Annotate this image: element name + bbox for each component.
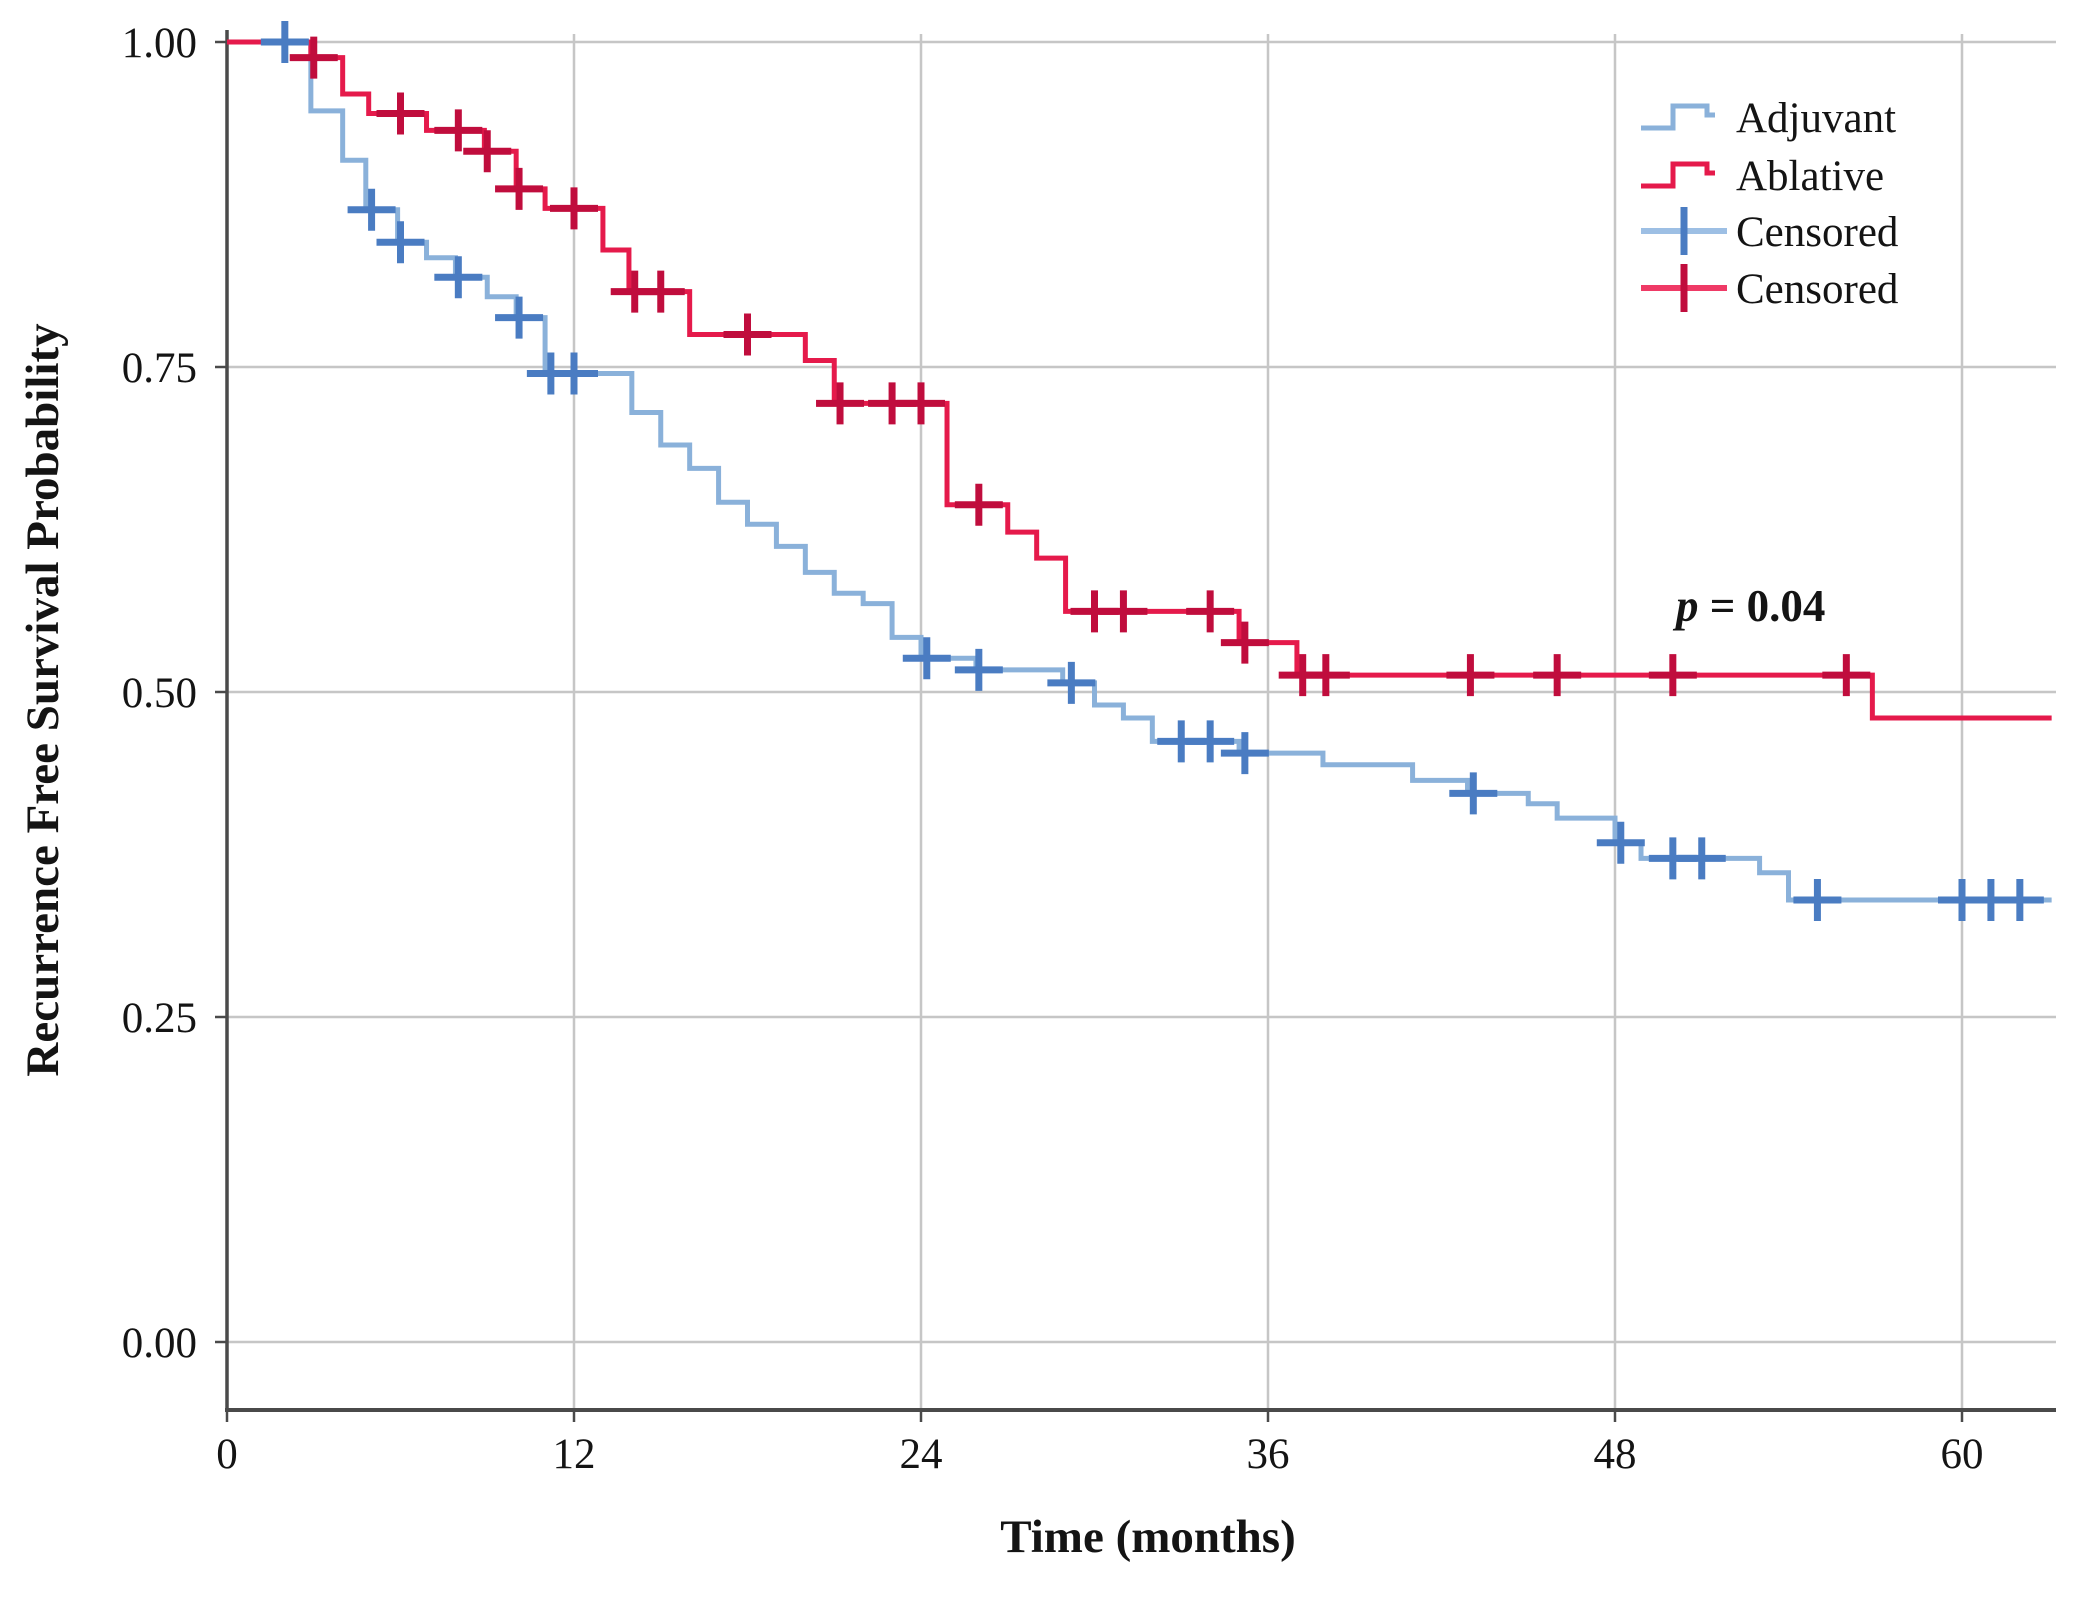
gridlines [227,34,2056,1410]
adjuvant-censor-plus-icon [1793,879,1842,921]
step-line-icon [1641,161,1715,189]
legend-label: Adjuvant [1736,95,1896,142]
legend: Adjuvant Ablative Censored Censored [1641,95,1898,313]
adjuvant-censor-plus-icon [376,221,425,264]
legend-label: Censored [1736,209,1898,256]
tick-labels: 1.00 0.75 0.50 0.25 0.00 0 12 24 36 48 60 [122,20,1984,1478]
y-tick-label: 0.50 [122,670,197,717]
adjuvant-censor-plus-icon [954,648,1003,691]
p-symbol: p [1672,581,1699,631]
ablative-censor-plus-icon [897,382,945,425]
y-tick-label: 0.75 [122,345,197,392]
ablative-censor-group [289,36,1871,697]
ablative-censor-plus-icon [723,313,772,356]
x-tick-label: 48 [1594,1431,1637,1478]
ablative-censor-plus-icon [1186,590,1235,633]
adjuvant-censor-plus-icon [550,352,598,395]
x-tick-label: 24 [900,1431,943,1478]
ablative-censor-plus-icon [954,483,1003,526]
x-tick-label: 36 [1247,1431,1290,1478]
ablative-censor-plus-icon [1446,654,1495,697]
adjuvant-censor-plus-icon [495,296,544,339]
censor-marks [260,21,2044,921]
adjuvant-censor-plus-icon [1449,772,1498,815]
x-tick-label: 12 [553,1431,596,1478]
ablative-censor-plus-icon [816,382,865,425]
legend-item-ablative-1: Ablative [1641,153,1884,200]
ablative-censor-plus-icon [1301,654,1350,697]
adjuvant-censor-plus-icon [1677,837,1726,880]
adjuvant-censor-plus-icon [1220,732,1269,775]
p-value-text: = 0.04 [1699,581,1826,631]
step-line-icon [1641,103,1715,131]
adjuvant-censor-group [260,21,2044,921]
ablative-censor-plus-icon [1822,654,1871,697]
adjuvant-censor-plus-icon [434,256,483,299]
adjuvant-censor-plus-icon [1596,821,1645,864]
x-axis-title: Time (months) [1000,1511,1296,1563]
y-axis-title: Recurrence Free Survival Probability [17,323,69,1077]
axis-lines [215,30,2056,1422]
ablative-censor-plus-icon [1648,654,1697,697]
adjuvant-censor-plus-icon [1047,661,1096,704]
legend-label: Censored [1736,266,1898,313]
ablative-censor-plus-icon [376,92,425,135]
adjuvant-censor-plus-icon [902,637,951,680]
adjuvant-censor-plus-icon [1186,720,1235,763]
y-tick-label: 0.00 [122,1320,197,1367]
adjuvant-censor-plus-icon [1995,879,2044,921]
legend-item-censored-3: Censored [1641,264,1898,313]
x-tick-label: 0 [216,1431,238,1478]
ablative-censor-plus-icon [550,187,598,230]
x-tick-label: 60 [1941,1431,1984,1478]
legend-label: Ablative [1736,153,1884,200]
ablative-censor-plus-icon [463,130,512,173]
adjuvant-censor-plus-icon [260,21,309,63]
y-tick-label: 1.00 [122,20,197,67]
ablative-censor-plus-icon [1533,654,1582,697]
ablative-censor-plus-icon [434,109,483,152]
legend-item-censored-2: Censored [1641,207,1898,256]
y-tick-label: 0.25 [122,995,197,1042]
ablative-censor-plus-icon [495,167,544,210]
adjuvant-censor-plus-icon [347,188,396,231]
ablative-censor-plus-icon [636,270,685,313]
ablative-censor-plus-icon [289,36,338,79]
p-value-annotation: p = 0.04 [1672,581,1825,631]
legend-item-adjuvant-0: Adjuvant [1641,95,1896,142]
ablative-censor-plus-icon [1099,590,1148,633]
ablative-censor-plus-icon [1220,621,1269,664]
